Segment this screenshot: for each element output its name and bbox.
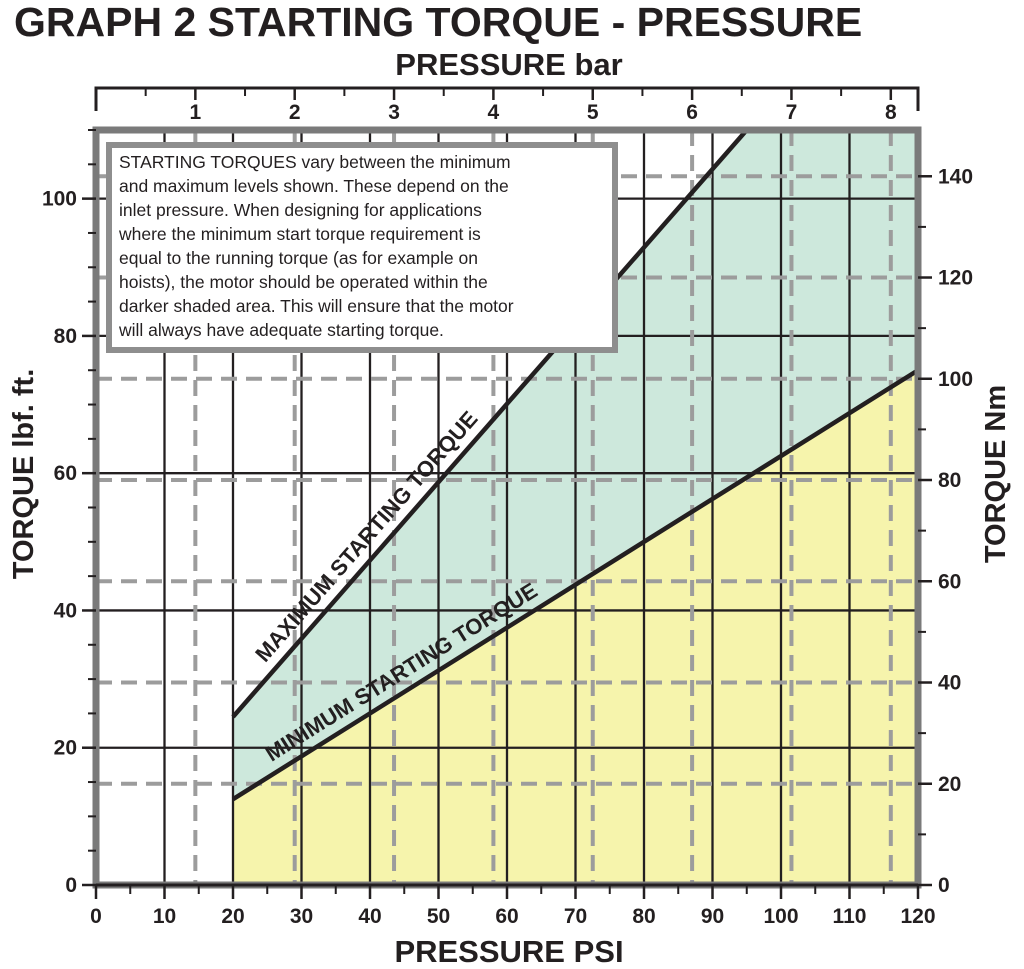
- y-tick-label: 0: [65, 874, 77, 897]
- annotation-box-panel: [112, 148, 612, 347]
- maximum-starting-torque-line: [231, 128, 749, 719]
- annotation-line-4: where the minimum start torque requireme…: [118, 224, 481, 244]
- x-tick-label: 10: [153, 905, 176, 928]
- annotation-highlight: STARTING TORQUES: [119, 152, 297, 172]
- right-axis-title: TORQUE Nm: [980, 385, 1012, 563]
- x-tick-label: 100: [763, 905, 798, 928]
- annotation-line-2: and maximum levels shown. These depend o…: [119, 176, 509, 196]
- x-tick-label: 40: [358, 905, 381, 928]
- bar-tick-label: 4: [488, 101, 500, 124]
- x-tick-label: 120: [900, 905, 935, 928]
- nm-tick-label: 60: [938, 570, 961, 593]
- bar-tick-label: 1: [190, 101, 202, 124]
- x-tick-label: 110: [833, 905, 867, 928]
- nm-tick-label: 0: [938, 874, 950, 897]
- y-tick-label: 80: [54, 325, 77, 348]
- x-tick-label: 0: [90, 905, 102, 928]
- nm-tick-label: 20: [938, 773, 961, 796]
- y-tick-label: 100: [42, 188, 77, 211]
- bar-tick-label: 3: [388, 101, 400, 124]
- annotation-line-3: inlet pressure. When designing for appli…: [119, 200, 482, 220]
- annotation-text: STARTING TORQUES vary between the minimu…: [118, 152, 518, 340]
- bar-tick-label: 5: [587, 101, 599, 124]
- bar-tick-label: 2: [289, 101, 301, 124]
- nm-tick-label: 120: [938, 267, 973, 290]
- bar-tick-label: 8: [885, 101, 897, 124]
- minimum-starting-torque-line: [231, 368, 920, 802]
- nm-tick-label: 100: [938, 368, 973, 391]
- chart-title: GRAPH 2 STARTING TORQUE - PRESSURE: [14, 0, 862, 45]
- top-axis-title: PRESSURE bar: [395, 47, 622, 82]
- nm-tick-label: 80: [938, 469, 961, 492]
- y-tick-label: 20: [54, 737, 77, 760]
- annotation-box: STARTING TORQUES vary between the minimu…: [106, 142, 618, 353]
- x-tick-label: 20: [221, 905, 244, 928]
- annotation-line-5: equal to the running torque (as for exam…: [119, 248, 478, 268]
- x-tick-label: 90: [701, 905, 724, 928]
- bar-tick-label: 7: [786, 101, 798, 124]
- x-tick-label: 60: [495, 905, 518, 928]
- nm-tick-label: 40: [938, 672, 961, 695]
- bar-tick-label: 6: [686, 101, 698, 124]
- annotation-line-8: will always have adequate starting torqu…: [118, 320, 444, 340]
- nm-tick-label: 140: [938, 165, 973, 188]
- bottom-axis-title: PRESSURE PSI: [394, 934, 623, 969]
- annotation-line-1: vary between the minimum: [297, 152, 511, 172]
- annotation-line-7: darker shaded area. This will ensure tha…: [119, 296, 514, 316]
- x-tick-label: 80: [632, 905, 655, 928]
- y-tick-label: 40: [54, 599, 77, 622]
- x-tick-label: 50: [427, 905, 450, 928]
- x-tick-label: 70: [564, 905, 587, 928]
- annotation-line-6: hoists), the motor should be operated wi…: [119, 272, 488, 292]
- left-axis-title: TORQUE lbf. ft.: [8, 369, 40, 580]
- x-tick-label: 30: [290, 905, 313, 928]
- y-tick-label: 60: [54, 462, 77, 485]
